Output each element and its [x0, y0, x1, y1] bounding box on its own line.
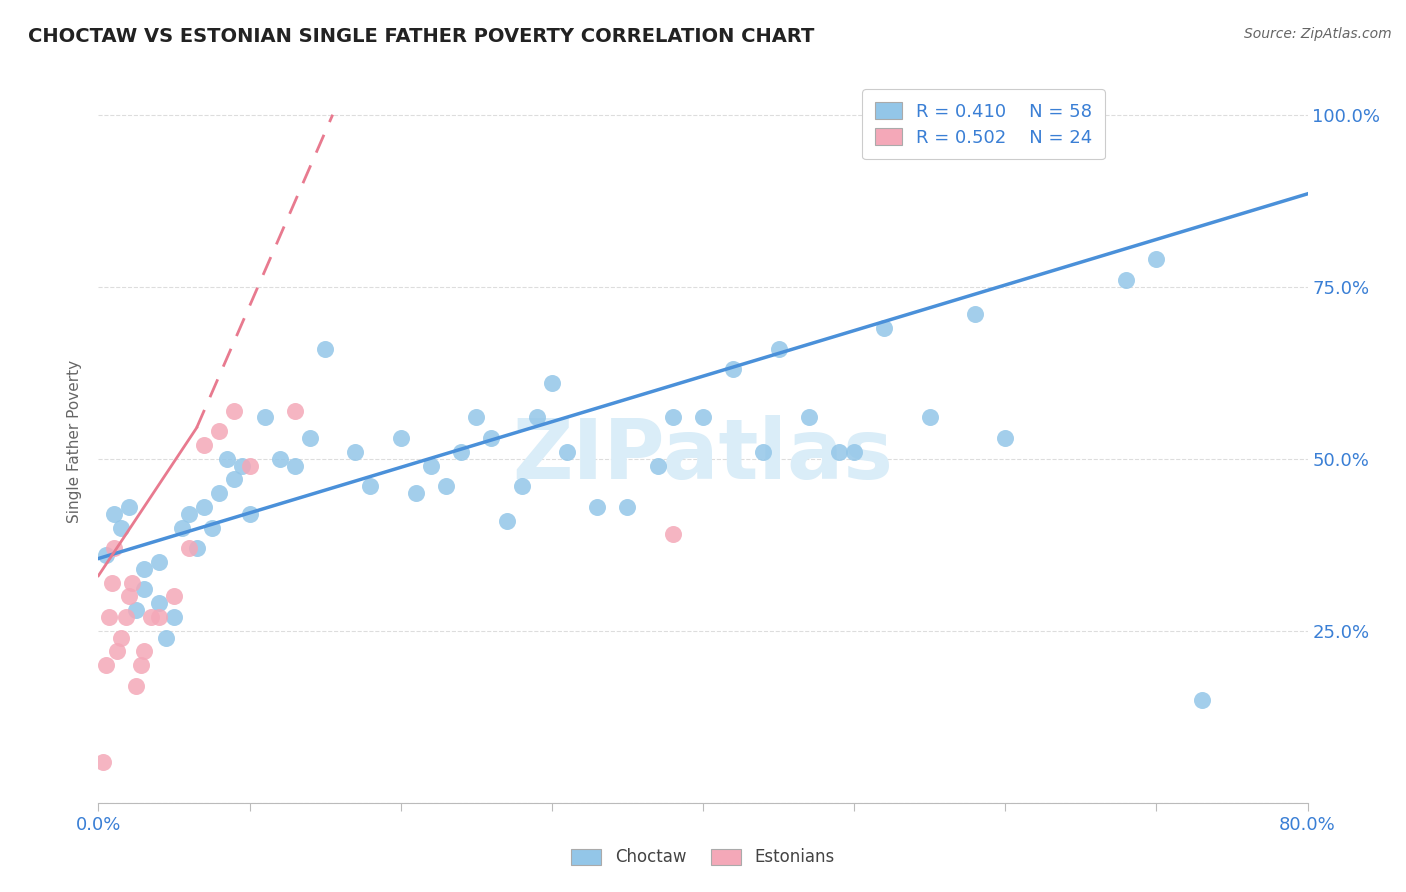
Point [495, 514, 517, 528]
Point [1144, 252, 1167, 267]
Point [239, 507, 262, 521]
Point [125, 679, 148, 693]
Point [103, 507, 125, 521]
Point [344, 445, 367, 459]
Point [208, 486, 231, 500]
Point [723, 362, 745, 376]
Point [299, 431, 322, 445]
Point [193, 438, 215, 452]
Point [844, 445, 866, 459]
Point [105, 644, 128, 658]
Point [215, 451, 238, 466]
Point [994, 128, 1017, 143]
Text: CHOCTAW VS ESTONIAN SINGLE FATHER POVERTY CORRELATION CHART: CHOCTAW VS ESTONIAN SINGLE FATHER POVERT… [28, 27, 814, 45]
Point [465, 410, 488, 425]
Point [555, 445, 578, 459]
Legend: R = 0.410    N = 58, R = 0.502    N = 24: R = 0.410 N = 58, R = 0.502 N = 24 [862, 89, 1105, 160]
Point [94, 658, 117, 673]
Point [253, 410, 276, 425]
Point [129, 658, 152, 673]
Point [231, 458, 253, 473]
Point [125, 603, 148, 617]
Point [179, 507, 201, 521]
Point [692, 410, 714, 425]
Point [155, 631, 177, 645]
Point [224, 472, 246, 486]
Point [1115, 273, 1137, 287]
Text: Source: ZipAtlas.com: Source: ZipAtlas.com [1244, 27, 1392, 41]
Point [797, 410, 820, 425]
Point [239, 458, 262, 473]
Point [193, 500, 215, 514]
Point [360, 479, 382, 493]
Point [224, 403, 246, 417]
Point [269, 451, 291, 466]
Point [91, 755, 114, 769]
Point [768, 342, 790, 356]
Point [163, 610, 186, 624]
Point [110, 631, 132, 645]
Point [420, 458, 443, 473]
Point [918, 410, 941, 425]
Point [148, 610, 170, 624]
Point [170, 520, 193, 534]
Point [101, 575, 124, 590]
Point [208, 424, 231, 438]
Point [186, 541, 208, 556]
Point [405, 486, 427, 500]
Point [873, 321, 896, 335]
Point [450, 445, 472, 459]
Point [201, 520, 224, 534]
Point [994, 431, 1017, 445]
Point [526, 410, 548, 425]
Point [179, 541, 201, 556]
Point [284, 403, 307, 417]
Point [389, 431, 412, 445]
Point [114, 610, 136, 624]
Point [965, 307, 987, 321]
Point [1191, 692, 1213, 706]
Point [148, 596, 170, 610]
Point [314, 342, 336, 356]
Point [132, 644, 155, 658]
Point [481, 431, 503, 445]
Point [103, 541, 125, 556]
Point [110, 520, 132, 534]
Point [118, 500, 141, 514]
Point [540, 376, 562, 390]
Legend: Choctaw, Estonians: Choctaw, Estonians [562, 840, 844, 875]
Point [434, 479, 457, 493]
Point [586, 500, 609, 514]
Point [141, 610, 163, 624]
Point [148, 555, 170, 569]
Point [752, 445, 775, 459]
Point [284, 458, 307, 473]
Point [98, 610, 121, 624]
Point [647, 458, 669, 473]
Point [132, 562, 155, 576]
Point [661, 527, 683, 541]
Point [118, 590, 141, 604]
Point [510, 479, 533, 493]
Point [616, 500, 638, 514]
Point [121, 575, 143, 590]
Y-axis label: Single Father Poverty: Single Father Poverty [67, 360, 83, 523]
Text: ZIPatlas: ZIPatlas [513, 416, 893, 497]
Point [132, 582, 155, 597]
Point [94, 548, 117, 562]
Point [661, 410, 683, 425]
Point [828, 445, 851, 459]
Point [163, 590, 186, 604]
